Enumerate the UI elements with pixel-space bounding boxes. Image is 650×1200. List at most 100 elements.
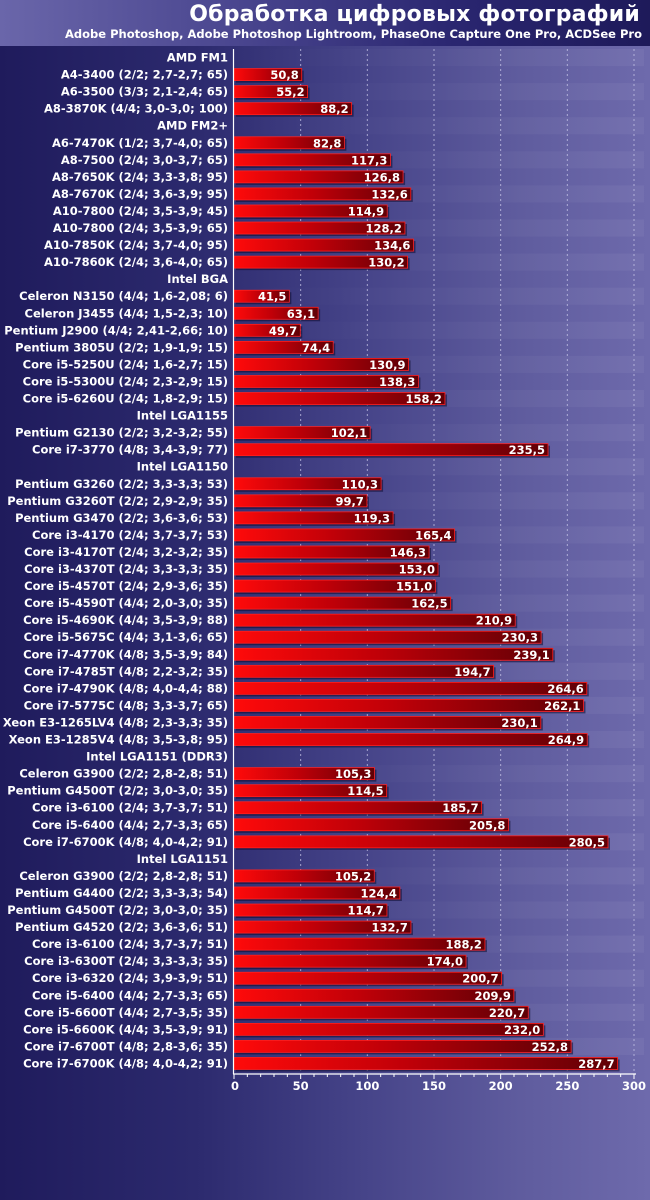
category-label: Core i7-6700K (4/8; 4,0-4,2; 91) xyxy=(23,1056,228,1070)
category-label: Core i7-6700K (4/8; 4,0-4,2; 91) xyxy=(23,835,228,849)
data-label: 134,6 xyxy=(374,239,410,253)
category-label: Pentium G4500T (2/2; 3,0-3,0; 35) xyxy=(7,903,228,917)
category-label: A10-7860K (2/4; 3,6-4,0; 65) xyxy=(44,255,228,269)
bar xyxy=(233,699,584,712)
bar xyxy=(233,443,549,457)
bar xyxy=(233,988,515,1002)
category-label: Core i5-5675C (4/4; 3,1-3,6; 65) xyxy=(24,630,228,644)
data-label: 205,8 xyxy=(469,818,505,832)
category-label: Core i3-4170 (2/4; 3,7-3,7; 53) xyxy=(32,528,228,542)
data-label: 119,3 xyxy=(354,511,390,525)
x-tick-label: 150 xyxy=(422,1079,446,1093)
data-label: 235,5 xyxy=(509,443,545,457)
data-label: 114,9 xyxy=(348,204,384,218)
data-label: 280,5 xyxy=(569,835,605,849)
category-label: A8-7500 (2/4; 3,0-3,7; 65) xyxy=(61,153,228,167)
category-label: Core i5-6600K (4/4; 3,5-3,9; 91) xyxy=(23,1022,228,1036)
category-label: A10-7850K (2/4; 3,7-4,0; 95) xyxy=(44,238,228,252)
category-label: Core i5-6600T (4/4; 2,7-3,5; 35) xyxy=(24,1005,228,1019)
category-label: A10-7800 (2/4; 3,5-3,9; 65) xyxy=(53,221,228,235)
category-label: A6-7470K (1/2; 3,7-4,0; 65) xyxy=(52,136,228,150)
data-label: 102,1 xyxy=(331,426,367,440)
category-label: Pentium J2900 (4/4; 2,41-2,66; 10) xyxy=(4,323,228,337)
category-label: Core i5-6400 (4/4; 2,7-3,3; 65) xyxy=(32,988,228,1002)
x-tick-label: 100 xyxy=(355,1079,379,1093)
bar xyxy=(233,1005,529,1019)
data-label: 126,8 xyxy=(364,170,400,184)
category-label: Pentium G2130 (2/2; 3,2-3,2; 55) xyxy=(15,426,228,440)
category-label: A8-7650K (2/4; 3,3-3,8; 95) xyxy=(52,170,228,184)
data-label: 287,7 xyxy=(578,1057,614,1071)
data-label: 132,7 xyxy=(372,921,408,935)
category-label: Xeon E3-1285V4 (4/8; 3,5-3,8; 95) xyxy=(9,733,228,747)
data-label: 138,3 xyxy=(379,375,415,389)
bar xyxy=(233,716,542,729)
category-label: Pentium G3260T (2/2; 2,9-2,9; 35) xyxy=(7,494,228,508)
bar xyxy=(233,1022,544,1036)
bar xyxy=(233,630,542,644)
data-label: 82,8 xyxy=(313,136,341,150)
bar xyxy=(233,1057,619,1070)
category-label: Core i3-6320 (2/4; 3,9-3,9; 51) xyxy=(32,971,228,985)
bars: 50,8 55,2 88,2 82,8 117,3 126,8 132,6 114,9 128,… xyxy=(233,68,620,1072)
gridlines xyxy=(300,49,635,1072)
data-label: 165,4 xyxy=(415,528,451,542)
data-label: 132,6 xyxy=(371,187,407,201)
data-label: 41,5 xyxy=(258,290,286,304)
group-label: AMD FM2+ xyxy=(157,119,228,133)
data-label: 262,1 xyxy=(544,699,580,713)
category-label: Core i5-5300U (2/4; 2,3-2,9; 15) xyxy=(23,374,228,388)
data-label: 153,0 xyxy=(399,563,435,577)
category-label: Core i5-6260U (2/4; 1,8-2,9; 15) xyxy=(23,392,228,406)
category-labels: AMD FM1 A4-3400 (2/2; 2,7-2,7; 65) A6-3500… xyxy=(3,51,228,1071)
category-label: Pentium G3470 (2/2; 3,6-3,6; 53) xyxy=(15,511,228,525)
data-label: 188,2 xyxy=(446,938,482,952)
data-label: 99,7 xyxy=(336,494,364,508)
data-label: 128,2 xyxy=(366,222,402,236)
category-label: Pentium G4500T (2/2; 3,0-3,0; 35) xyxy=(7,784,228,798)
data-label: 220,7 xyxy=(489,1006,525,1020)
category-label: Core i3-4170T (2/4; 3,2-3,2; 35) xyxy=(24,545,228,559)
data-label: 49,7 xyxy=(269,324,297,338)
category-label: Core i7-4785T (4/8; 2,2-3,2; 35) xyxy=(24,664,228,678)
row-band xyxy=(234,49,644,67)
data-label: 239,1 xyxy=(513,648,549,662)
data-label: 200,7 xyxy=(462,972,498,986)
data-label: 158,2 xyxy=(406,392,442,406)
category-label: Core i5-6400 (4/4; 2,7-3,3; 65) xyxy=(32,818,228,832)
x-axis: 0 50 100 150 200 250 300 xyxy=(231,49,646,1093)
bar xyxy=(233,681,588,695)
chart-header: Обработка цифровых фотографий Adobe Phot… xyxy=(0,0,650,46)
x-tick-label: 200 xyxy=(489,1079,513,1093)
data-label: 185,7 xyxy=(442,801,478,815)
category-label: Core i3-4370T (2/4; 3,3-3,3; 35) xyxy=(24,562,228,576)
row-band xyxy=(234,117,644,135)
data-label: 114,5 xyxy=(347,784,383,798)
data-label: 63,1 xyxy=(287,307,315,321)
bar xyxy=(233,835,609,849)
group-label: Intel LGA1150 xyxy=(137,460,228,474)
chart-subtitle: Adobe Photoshop, Adobe Photoshop Lightro… xyxy=(65,27,642,41)
group-label: Intel LGA1151 xyxy=(137,852,228,866)
data-label: 105,3 xyxy=(335,767,371,781)
data-label: 264,6 xyxy=(547,682,583,696)
category-label: Core i3-6300T (2/4; 3,3-3,3; 35) xyxy=(24,954,228,968)
category-label: Celeron J3455 (4/4; 1,5-2,3; 10) xyxy=(25,306,228,320)
row-band xyxy=(234,321,644,339)
category-label: Celeron N3150 (4/4; 1,6-2,08; 6) xyxy=(19,289,228,303)
group-label: Intel BGA xyxy=(167,272,228,286)
category-label: Core i7-5775C (4/8; 3,3-3,7; 65) xyxy=(24,698,228,712)
category-label: Celeron G3900 (2/2; 2,8-2,8; 51) xyxy=(19,767,228,781)
group-label: AMD FM1 xyxy=(167,51,228,65)
category-label: Pentium G4400 (2/2; 3,3-3,3; 54) xyxy=(15,886,228,900)
bar xyxy=(233,613,516,627)
row-band xyxy=(234,458,644,476)
category-label: A4-3400 (2/2; 2,7-2,7; 65) xyxy=(61,68,228,82)
data-label: 124,4 xyxy=(360,886,396,900)
category-label: Core i3-6100 (2/4; 3,7-3,7; 51) xyxy=(32,801,228,815)
data-label: 114,7 xyxy=(348,904,384,918)
chart-title: Обработка цифровых фотографий xyxy=(189,2,640,27)
data-label: 117,3 xyxy=(351,153,387,167)
row-band xyxy=(234,287,644,305)
